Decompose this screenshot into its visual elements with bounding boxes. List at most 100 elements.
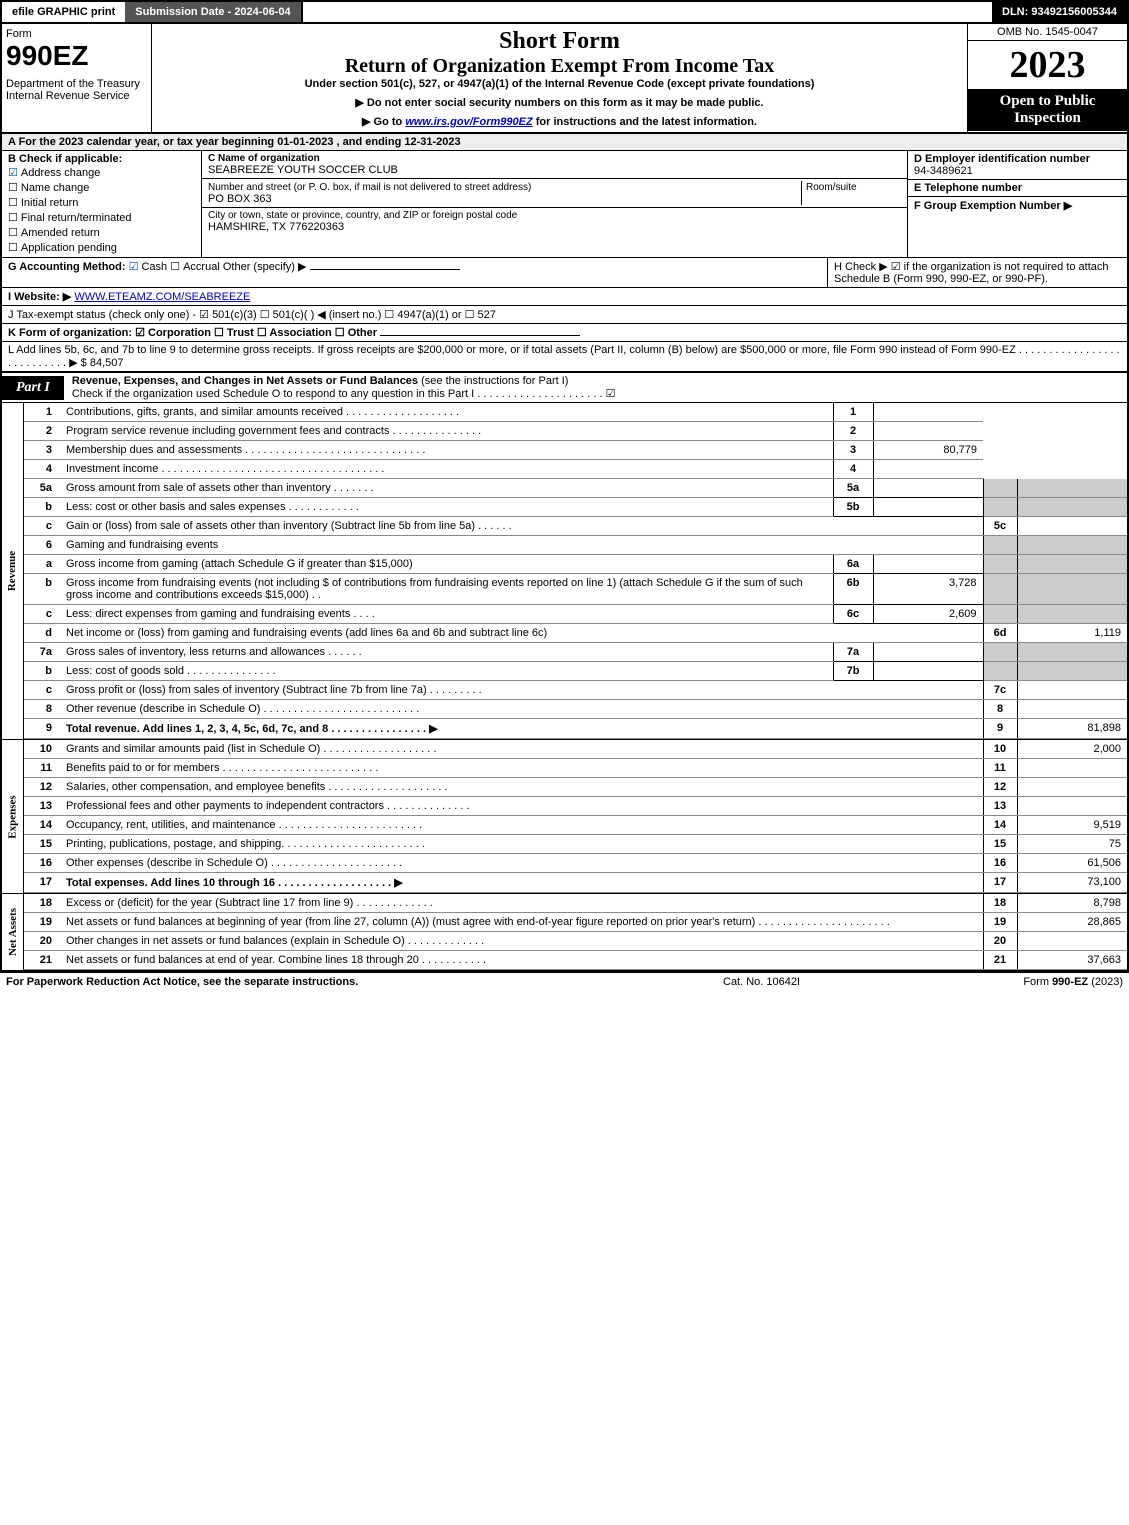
short-form-title: Short Form: [156, 28, 963, 55]
accounting-cash[interactable]: Cash: [129, 261, 168, 273]
part1-title-text: Revenue, Expenses, and Changes in Net As…: [72, 375, 418, 387]
schedule-b-check: H Check ▶ ☑ if the organization is not r…: [827, 257, 1127, 287]
goto-suffix: for instructions and the latest informat…: [536, 116, 757, 128]
form-of-org-text: K Form of organization: ☑ Corporation ☐ …: [8, 327, 377, 339]
table-row: 2Program service revenue including gover…: [24, 422, 1127, 441]
city-value: HAMSHIRE, TX 776220363: [208, 221, 901, 233]
check-final-return[interactable]: Final return/terminated: [8, 210, 195, 225]
org-name: SEABREEZE YOUTH SOCCER CLUB: [208, 164, 901, 176]
revenue-side-label: Revenue: [2, 403, 24, 739]
return-title: Return of Organization Exempt From Incom…: [156, 55, 963, 78]
table-row: 4Investment income . . . . . . . . . . .…: [24, 460, 1127, 479]
part1-check-note: Check if the organization used Schedule …: [72, 388, 616, 400]
table-row: cLess: direct expenses from gaming and f…: [24, 605, 1127, 624]
section-b-title: B Check if applicable:: [8, 153, 195, 165]
section-b: B Check if applicable: Address change Na…: [2, 151, 202, 257]
table-row: 15Printing, publications, postage, and s…: [24, 835, 1127, 854]
part1-subtitle: (see the instructions for Part I): [421, 375, 568, 387]
street-label: Number and street (or P. O. box, if mail…: [208, 182, 531, 193]
form-word: Form: [6, 28, 147, 40]
accounting-accrual[interactable]: Accrual: [170, 261, 220, 273]
calendar-year-row: A For the 2023 calendar year, or tax yea…: [0, 134, 1129, 151]
tax-exempt-status-row: J Tax-exempt status (check only one) - ☑…: [0, 305, 1129, 323]
table-row: cGain or (loss) from sale of assets othe…: [24, 517, 1127, 536]
paperwork-notice: For Paperwork Reduction Act Notice, see …: [6, 976, 723, 988]
header-right: OMB No. 1545-0047 2023 Open to Public In…: [967, 24, 1127, 132]
revenue-section: Revenue 1Contributions, gifts, grants, a…: [0, 403, 1129, 740]
submission-date-button[interactable]: Submission Date - 2024-06-04: [125, 2, 302, 22]
website-link[interactable]: WWW.ETEAMZ.COM/SEABREEZE: [74, 291, 250, 303]
table-row: 3Membership dues and assessments . . . .…: [24, 441, 1127, 460]
check-initial-return[interactable]: Initial return: [8, 195, 195, 210]
table-row: 9Total revenue. Add lines 1, 2, 3, 4, 5c…: [24, 719, 1127, 739]
expenses-table: 10Grants and similar amounts paid (list …: [24, 740, 1127, 893]
gross-receipts-text: L Add lines 5b, 6c, and 7b to line 9 to …: [8, 344, 1120, 369]
gross-receipts-row: L Add lines 5b, 6c, and 7b to line 9 to …: [0, 341, 1129, 372]
table-row: bGross income from fundraising events (n…: [24, 574, 1127, 605]
table-row: 21Net assets or fund balances at end of …: [24, 951, 1127, 970]
table-row: 14Occupancy, rent, utilities, and mainte…: [24, 816, 1127, 835]
website-label: I Website: ▶: [8, 291, 71, 303]
omb-number: OMB No. 1545-0047: [968, 24, 1127, 41]
table-row: 8Other revenue (describe in Schedule O) …: [24, 700, 1127, 719]
phone-label: E Telephone number: [914, 182, 1022, 194]
part1-header: Part I Revenue, Expenses, and Changes in…: [0, 372, 1129, 403]
tax-year: 2023: [968, 41, 1127, 89]
table-row: 7aGross sales of inventory, less returns…: [24, 643, 1127, 662]
table-row: 12Salaries, other compensation, and empl…: [24, 778, 1127, 797]
efile-graphic-print[interactable]: efile GRAPHIC print: [2, 2, 125, 22]
table-row: 19Net assets or fund balances at beginni…: [24, 913, 1127, 932]
accounting-method: G Accounting Method: Cash Accrual Other …: [2, 257, 827, 287]
accounting-method-label: G Accounting Method:: [8, 261, 126, 273]
table-row: cGross profit or (loss) from sales of in…: [24, 681, 1127, 700]
form-of-org-other-blank[interactable]: [380, 335, 580, 336]
section-c: C Name of organization SEABREEZE YOUTH S…: [202, 151, 907, 257]
ein-label: D Employer identification number: [914, 153, 1090, 165]
accounting-other-blank[interactable]: [310, 269, 460, 270]
header-left: Form 990EZ Department of the Treasury In…: [2, 24, 152, 132]
under-section: Under section 501(c), 527, or 4947(a)(1)…: [156, 78, 963, 90]
table-row: 16Other expenses (describe in Schedule O…: [24, 854, 1127, 873]
expenses-side-label: Expenses: [2, 740, 24, 893]
form-header: Form 990EZ Department of the Treasury In…: [0, 24, 1129, 134]
dln-label: DLN: 93492156005344: [992, 2, 1127, 22]
goto-link[interactable]: www.irs.gov/Form990EZ: [405, 116, 532, 128]
department-label: Department of the Treasury Internal Reve…: [6, 78, 147, 102]
page-footer: For Paperwork Reduction Act Notice, see …: [0, 972, 1129, 991]
accounting-other[interactable]: Other (specify) ▶: [223, 261, 307, 273]
table-row: 1Contributions, gifts, grants, and simil…: [24, 403, 1127, 422]
net-assets-side-label: Net Assets: [2, 894, 24, 970]
street-value: PO BOX 363: [208, 193, 272, 205]
part1-title: Revenue, Expenses, and Changes in Net As…: [64, 373, 624, 402]
section-def: D Employer identification number 94-3489…: [907, 151, 1127, 257]
table-row: 18Excess or (deficit) for the year (Subt…: [24, 894, 1127, 913]
net-assets-table: 18Excess or (deficit) for the year (Subt…: [24, 894, 1127, 970]
check-address-change[interactable]: Address change: [8, 165, 195, 180]
topbar-spacer: [303, 2, 992, 22]
check-application-pending[interactable]: Application pending: [8, 240, 195, 255]
table-row: 6Gaming and fundraising events: [24, 536, 1127, 555]
check-amended-return[interactable]: Amended return: [8, 225, 195, 240]
website-row: I Website: ▶ WWW.ETEAMZ.COM/SEABREEZE: [0, 287, 1129, 305]
table-row: aGross income from gaming (attach Schedu…: [24, 555, 1127, 574]
section-bcd: B Check if applicable: Address change Na…: [0, 151, 1129, 257]
row-g-h: G Accounting Method: Cash Accrual Other …: [0, 257, 1129, 287]
form-of-organization-row: K Form of organization: ☑ Corporation ☐ …: [0, 323, 1129, 341]
revenue-table: 1Contributions, gifts, grants, and simil…: [24, 403, 1127, 739]
part1-label: Part I: [2, 376, 64, 400]
table-row: bLess: cost of goods sold . . . . . . . …: [24, 662, 1127, 681]
check-name-change[interactable]: Name change: [8, 180, 195, 195]
net-assets-section: Net Assets 18Excess or (deficit) for the…: [0, 894, 1129, 972]
table-row: 5aGross amount from sale of assets other…: [24, 479, 1127, 498]
expenses-section: Expenses 10Grants and similar amounts pa…: [0, 740, 1129, 894]
table-row: 13Professional fees and other payments t…: [24, 797, 1127, 816]
goto-note: ▶ Go to www.irs.gov/Form990EZ for instru…: [156, 115, 963, 128]
goto-prefix: ▶ Go to: [362, 116, 405, 128]
table-row: 17Total expenses. Add lines 10 through 1…: [24, 873, 1127, 893]
ein-value: 94-3489621: [914, 165, 973, 177]
table-row: 20Other changes in net assets or fund ba…: [24, 932, 1127, 951]
gross-receipts-amount: 84,507: [90, 357, 124, 369]
table-row: bLess: cost or other basis and sales exp…: [24, 498, 1127, 517]
table-row: dNet income or (loss) from gaming and fu…: [24, 624, 1127, 643]
open-public-inspection: Open to Public Inspection: [968, 89, 1127, 131]
